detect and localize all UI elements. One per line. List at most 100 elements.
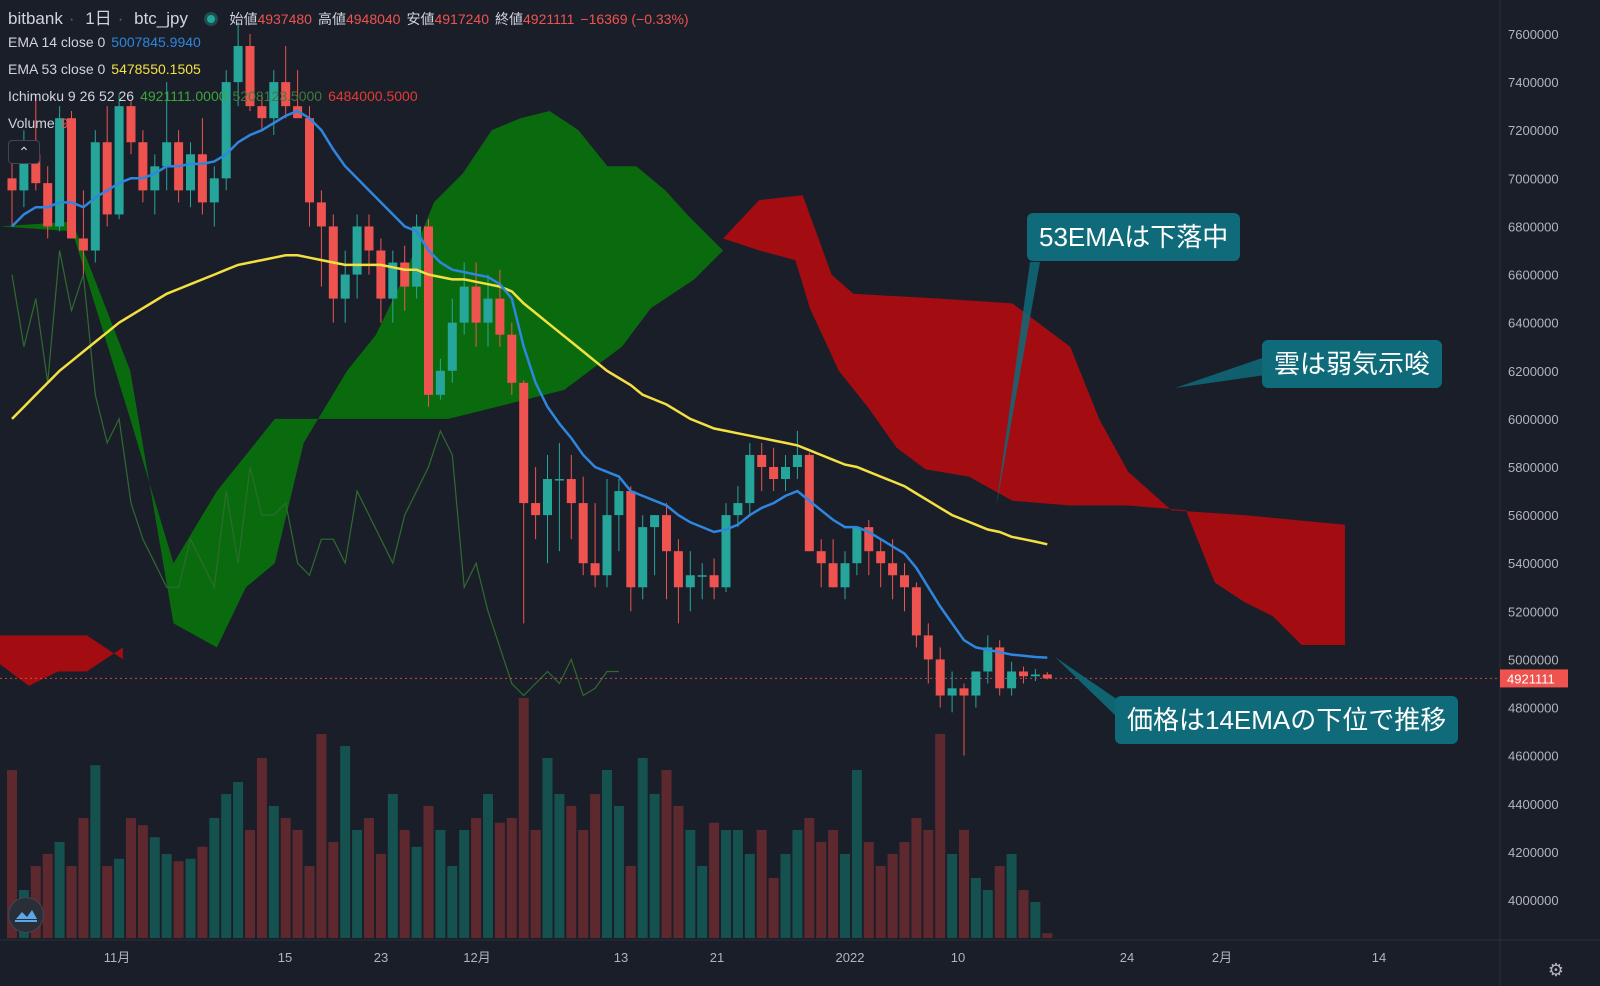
market-status-icon [206, 15, 215, 24]
candle-body [733, 503, 743, 516]
candle-body [614, 491, 624, 516]
symbol-name[interactable]: btc_jpy [134, 9, 188, 28]
volume-bar [840, 854, 850, 938]
volume-bar [959, 830, 969, 938]
candle-body [935, 659, 945, 696]
price-tick-label: 6600000 [1508, 268, 1559, 283]
candle-body [114, 106, 124, 215]
candle-body [78, 238, 88, 251]
current-price-tag-label: 4921111 [1507, 671, 1555, 686]
volume-bar [863, 842, 874, 938]
ohlc-values: 始値4937480 高値4948040 安値4917240 終値4921111 −163… [229, 11, 694, 27]
time-tick-label: 23 [374, 950, 388, 965]
ichimoku-legend[interactable]: Ichimoku 9 26 52 26 4921111.0000 5208123.5… [8, 88, 424, 104]
volume-bar [221, 794, 232, 938]
cloud-bearish [723, 195, 1345, 645]
callout-price[interactable]: 価格は14EMAの下位で推移 [1115, 696, 1459, 744]
ichimoku-label: Ichimoku 9 26 52 26 [8, 88, 135, 104]
volume-bar [685, 830, 696, 938]
candle-body [31, 154, 41, 184]
volume-bar [732, 830, 743, 938]
ema14-legend[interactable]: EMA 14 close 0 5007845.9940 [8, 34, 207, 50]
candle-body [983, 647, 993, 672]
candle-body [804, 454, 814, 552]
volume-bar [352, 830, 363, 938]
volume-bar [506, 818, 517, 938]
volume-bar [185, 858, 196, 938]
candle-body [900, 575, 909, 588]
open-value: 4937480 [257, 11, 312, 27]
volume-bar [387, 794, 398, 938]
price-tick-label: 7400000 [1508, 75, 1559, 90]
volume-bar [899, 842, 910, 938]
candle-body [364, 226, 374, 251]
ema14-line [11, 109, 1048, 659]
candle-body [245, 46, 255, 107]
volume-bar [709, 822, 720, 938]
price-tick-label: 6000000 [1508, 412, 1559, 427]
volume-bar [518, 698, 529, 938]
low-value: 4917240 [434, 11, 489, 27]
ichimoku-value-2: 5208123.5000 [232, 88, 323, 104]
ema53-legend[interactable]: EMA 53 close 0 5478550.1505 [8, 61, 207, 77]
candle-body [995, 647, 1005, 689]
tradingview-logo-icon[interactable] [8, 897, 44, 933]
ema53-value: 5478550.1505 [111, 61, 201, 77]
candle-body [662, 515, 671, 552]
close-label: 終値 [495, 11, 523, 27]
time-tick-label: 2022 [836, 950, 865, 965]
price-tick-label: 4600000 [1508, 749, 1559, 764]
candle-body [650, 515, 660, 528]
volume-bar [411, 846, 422, 938]
volume-bar [340, 746, 351, 938]
chevron-up-icon[interactable]: ⌃ [8, 140, 40, 164]
volume-bar [554, 794, 565, 938]
price-tick-label: 7600000 [1508, 27, 1559, 42]
candle-body [1042, 674, 1052, 679]
interval-label[interactable]: 1日 [85, 9, 112, 28]
candle-body [745, 454, 755, 504]
time-tick-label: 13 [614, 950, 628, 965]
volume-bar [423, 806, 434, 938]
candle-body [792, 454, 802, 467]
volume-bar [66, 866, 77, 938]
gear-icon[interactable]: ⚙ [1547, 960, 1565, 980]
candle-body [126, 106, 136, 143]
callout-ema53[interactable]: 53EMAは下落中 [1027, 213, 1241, 261]
price-tick-label: 6400000 [1508, 316, 1559, 331]
open-label: 始値 [229, 11, 258, 27]
volume-bar [982, 890, 993, 938]
candle-body [257, 106, 267, 119]
volume-legend[interactable]: Volume 9 [8, 115, 75, 131]
price-tick-label: 4200000 [1508, 845, 1559, 860]
volume-bar [316, 734, 327, 938]
volume-bar [197, 846, 208, 938]
price-tick-label: 4000000 [1508, 893, 1559, 908]
exchange-name[interactable]: bitbank [8, 9, 63, 28]
candle-body [947, 688, 957, 696]
volume-bar [816, 842, 827, 938]
candle-body [1030, 674, 1040, 677]
candle-body [316, 202, 326, 227]
volume-bar [280, 818, 291, 938]
volume-bar [256, 758, 267, 938]
candle-body [638, 527, 648, 588]
price-tick-label: 5200000 [1508, 604, 1559, 619]
callout-cloud[interactable]: 雲は弱気示唆 [1262, 340, 1443, 388]
volume-bar [459, 830, 470, 938]
price-tick-label: 7200000 [1508, 123, 1559, 138]
volume-bar [578, 830, 589, 938]
candle-body [424, 226, 433, 395]
volume-bar [304, 866, 315, 938]
candle-body [281, 82, 291, 107]
volume-label: Volume [8, 115, 55, 131]
close-value: 4921111 [523, 11, 575, 27]
candle-body [138, 142, 148, 191]
candle-body [150, 166, 160, 191]
change-value: −16369 (−0.33%) [580, 11, 689, 27]
volume-bar [637, 758, 648, 938]
volume-bar [768, 878, 779, 938]
candle-body [685, 575, 695, 588]
